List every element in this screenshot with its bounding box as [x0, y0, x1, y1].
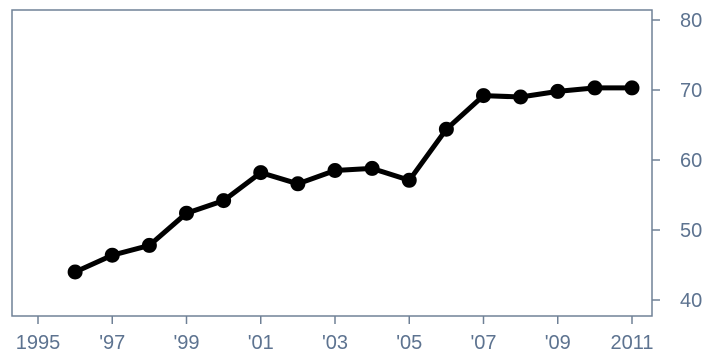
x-tick-label: '05 — [396, 332, 422, 354]
x-tick-label: '01 — [248, 332, 274, 354]
x-tick-label: '03 — [322, 332, 348, 354]
data-point — [438, 121, 454, 137]
x-tick-label: '09 — [545, 332, 571, 354]
data-point — [587, 80, 603, 96]
y-tick-label: 60 — [680, 150, 702, 172]
x-tick-label: 1995 — [16, 332, 61, 354]
x-tick-label: '97 — [99, 332, 125, 354]
x-tick-label: '99 — [173, 332, 199, 354]
data-point — [476, 88, 491, 104]
y-tick-label: 80 — [680, 10, 702, 32]
data-point — [290, 176, 306, 192]
y-tick-label: 40 — [680, 290, 702, 312]
data-point — [401, 172, 417, 188]
axes — [11, 9, 660, 324]
data-point — [216, 193, 232, 209]
y-tick-label: 70 — [680, 80, 702, 102]
data-point — [513, 89, 529, 105]
data-point — [67, 264, 83, 280]
data-point — [364, 160, 380, 176]
tick-labels: 1995 '97 '99 '01 '03 '05 '07 '09 2011 40 50 60 70 80 — [16, 10, 703, 354]
data-point — [253, 165, 269, 181]
series-line — [72, 85, 635, 275]
data-point — [179, 205, 194, 221]
data-point — [550, 83, 566, 99]
data-point — [141, 237, 157, 253]
y-tick-label: 50 — [680, 220, 702, 242]
x-tick-label: 2011 — [610, 332, 653, 354]
data-point — [327, 163, 343, 178]
series-layer — [67, 80, 640, 280]
data-point — [104, 247, 120, 263]
data-point — [624, 80, 640, 96]
x-tick-label: '07 — [470, 332, 496, 354]
plot-frame — [11, 9, 653, 317]
